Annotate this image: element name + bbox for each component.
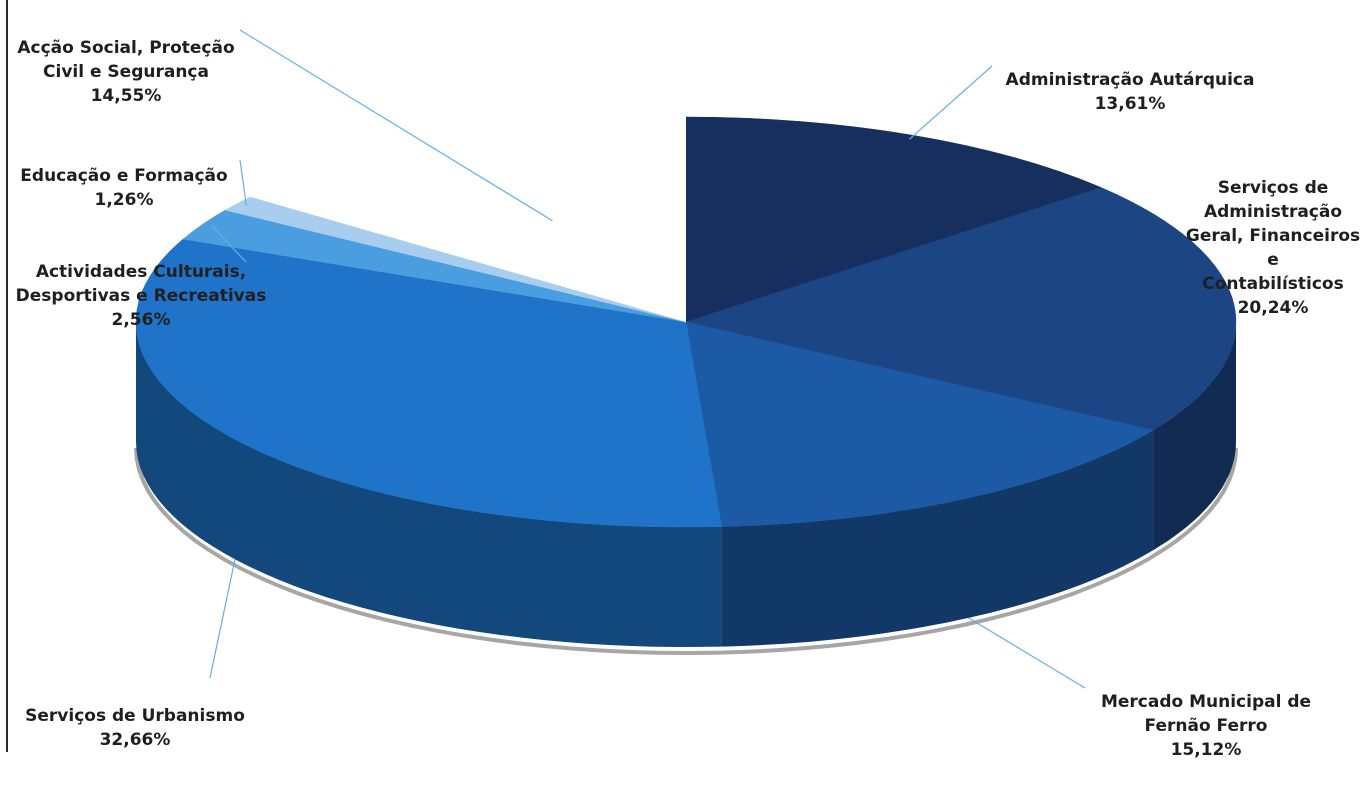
slice-label: Actividades Culturais, Desportivas e Rec… bbox=[15, 262, 267, 306]
leader-line-servicos-de-urbanismo bbox=[209, 559, 236, 679]
slice-value: 13,61% bbox=[1094, 94, 1166, 114]
frame-edge bbox=[6, 0, 8, 752]
leader-line-accao-social-protecao-civil-e-seguranca bbox=[239, 29, 553, 222]
slice-value: 2,56% bbox=[111, 310, 171, 330]
label-educacao-formacao: Educação e Formação 1,26% bbox=[4, 140, 244, 236]
leader-lines bbox=[209, 29, 1086, 689]
leader-line-actividades-culturais-desportivas-e-recreativas bbox=[211, 225, 247, 263]
pie-slice-mercado-municipal-de-fernao-ferro bbox=[685, 321, 1154, 527]
leader-line-educacao-e-formacao bbox=[239, 159, 247, 206]
pie-slice-accao-social-protecao-civil-e-seguranca bbox=[250, 117, 686, 322]
pie-chart bbox=[134, 29, 1238, 689]
label-servicos-administracao-geral: Serviços de Administração Geral, Finance… bbox=[1180, 152, 1366, 344]
label-mercado-municipal: Mercado Municipal de Fernão Ferro 15,12% bbox=[1076, 666, 1336, 786]
pie-slice-servicos-de-urbanismo bbox=[135, 238, 722, 528]
pie-side-layer bbox=[134, 322, 1238, 656]
slice-label: Educação e Formação bbox=[20, 166, 228, 186]
pie-side-servicos-de-urbanismo bbox=[136, 322, 722, 647]
pie-top-layer bbox=[135, 116, 1237, 528]
slice-label: Serviços de Administração Geral, Finance… bbox=[1185, 178, 1361, 294]
chart-area: Administração Autárquica 13,61% Serviços… bbox=[4, 0, 1366, 760]
pie-side-mercado-municipal-de-fernao-ferro bbox=[721, 430, 1154, 647]
pie-slice-educacao-e-formacao bbox=[224, 196, 687, 323]
slice-label: Administração Autárquica bbox=[1005, 70, 1255, 90]
leader-line-administracao-autarquica bbox=[909, 65, 993, 140]
leader-line-mercado-municipal-de-fernao-ferro bbox=[968, 617, 1086, 689]
slice-value: 15,12% bbox=[1170, 740, 1242, 760]
label-administracao-autarquica: Administração Autárquica 13,61% bbox=[990, 44, 1270, 140]
label-accao-social: Acção Social, Proteção Civil e Segurança… bbox=[6, 12, 246, 132]
pie-slice-servicos-de-administracao-geral-financeiros-e-contabilisticos bbox=[685, 187, 1237, 431]
slice-value: 14,55% bbox=[90, 86, 162, 106]
pie-base-shadow bbox=[134, 447, 1238, 656]
slice-label: Mercado Municipal de Fernão Ferro bbox=[1100, 692, 1312, 736]
slice-value: 20,24% bbox=[1237, 298, 1309, 318]
label-actividades-culturais: Actividades Culturais, Desportivas e Rec… bbox=[6, 236, 276, 356]
slice-value: 1,26% bbox=[94, 190, 154, 210]
pie-side-servicos-de-administracao-geral-financeiros-e-contabilisticos bbox=[1153, 322, 1236, 551]
slice-label: Serviços de Urbanismo bbox=[25, 706, 245, 726]
slice-value: 32,66% bbox=[99, 730, 171, 750]
slice-label: Acção Social, Proteção Civil e Segurança bbox=[17, 38, 235, 82]
label-servicos-urbanismo: Serviços de Urbanismo 32,66% bbox=[10, 680, 260, 776]
